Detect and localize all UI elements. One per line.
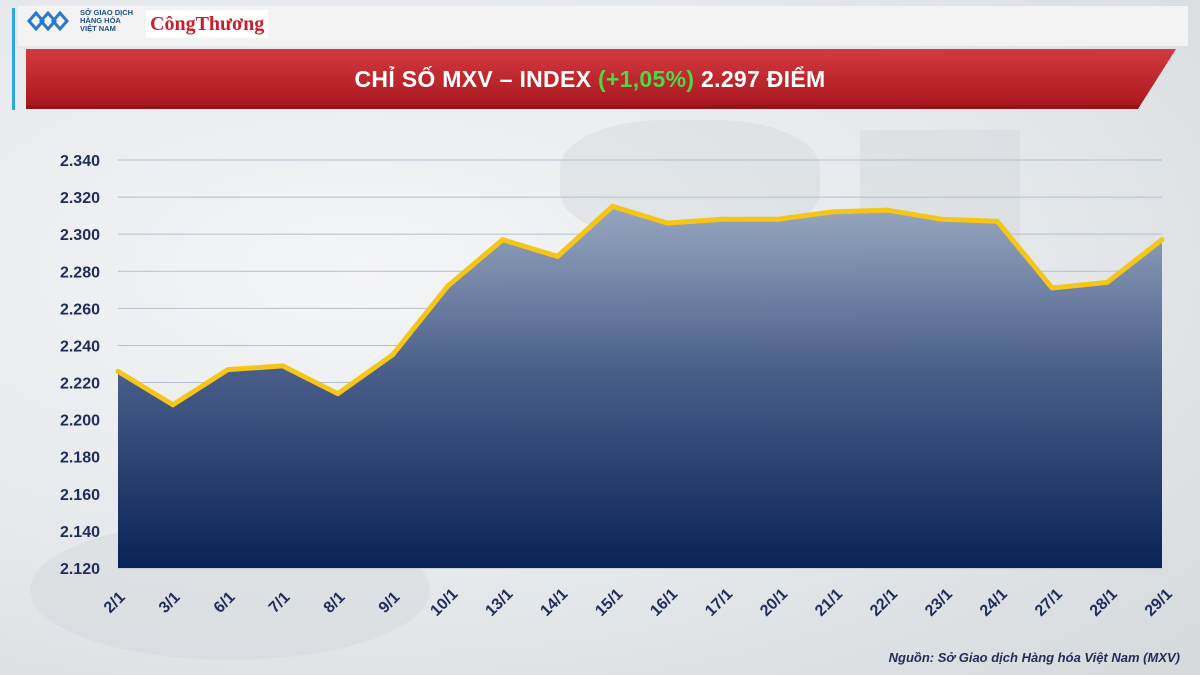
y-tick-label: 2.320: [60, 190, 100, 207]
title-banner: [26, 49, 1176, 109]
y-axis-ticks: 2.340 2.320 2.300 2.280 2.260 2.240 2.220 2.200…: [60, 153, 100, 578]
data-point: [610, 203, 616, 209]
y-tick-label: 2.200: [60, 413, 100, 430]
x-tick-label: 8/1: [321, 589, 349, 617]
data-point: [115, 368, 121, 374]
y-tick-label: 2.300: [60, 227, 100, 244]
data-point: [939, 216, 945, 222]
data-point: [719, 216, 725, 222]
x-tick-label: 29/1: [1142, 586, 1176, 620]
data-point: [994, 218, 1000, 224]
x-axis-ticks: 2/1 3/1 6/1 7/1 8/1 9/1 10/1 13/1 14/1 15/1 16/1 17…: [101, 586, 1176, 620]
x-tick-label: 21/1: [812, 586, 846, 620]
x-tick-label: 20/1: [757, 586, 791, 620]
x-tick-label: 13/1: [482, 586, 516, 620]
data-point: [445, 283, 451, 289]
congthuong-logo: CôngThương: [146, 10, 269, 38]
x-tick-label: 7/1: [266, 589, 294, 617]
data-point: [555, 253, 561, 259]
accent-rule: [12, 8, 15, 110]
area-layer: [118, 206, 1162, 568]
mxv-logo-text: SỞ GIAO DỊCH HÀNG HÓA VIỆT NAM: [80, 9, 133, 33]
point-layer: [115, 203, 1165, 408]
chart-title: CHỈ SỐ MXV – INDEX (+1,05%) 2.297 ĐIỂM: [30, 49, 1150, 109]
x-tick-label: 17/1: [702, 586, 736, 620]
data-point: [774, 216, 780, 222]
x-tick-label: 22/1: [867, 586, 901, 620]
x-tick-label: 10/1: [427, 586, 461, 620]
mxv-logo-line: HÀNG HÓA: [80, 16, 121, 25]
data-point: [500, 237, 506, 243]
series-line: [115, 203, 1165, 408]
y-tick-label: 2.120: [60, 561, 100, 578]
y-tick-label: 2.220: [60, 376, 100, 393]
mxv-logo-line: SỞ GIAO DỊCH: [80, 8, 134, 17]
x-tick-label: 14/1: [537, 586, 571, 620]
y-tick-label: 2.240: [60, 338, 100, 355]
data-point: [225, 367, 231, 373]
x-tick-label: 2/1: [101, 589, 129, 617]
y-tick-label: 2.340: [60, 153, 100, 170]
x-tick-label: 24/1: [977, 586, 1011, 620]
mxv-logo: SỞ GIAO DỊCH HÀNG HÓA VIỆT NAM: [26, 8, 133, 34]
data-point: [884, 207, 890, 213]
y-tick-label: 2.260: [60, 301, 100, 318]
title-main: CHỈ SỐ MXV – INDEX: [354, 66, 592, 92]
x-tick-label: 23/1: [922, 586, 956, 620]
y-tick-label: 2.180: [60, 450, 100, 467]
x-tick-label: 6/1: [211, 589, 239, 617]
x-tick-label: 9/1: [376, 589, 404, 617]
data-point: [280, 363, 286, 369]
y-tick-label: 2.160: [60, 487, 100, 504]
source-note: Nguồn: Sở Giao dịch Hàng hóa Việt Nam (M…: [888, 650, 1180, 665]
y-tick-label: 2.140: [60, 524, 100, 541]
data-point: [170, 402, 176, 408]
x-tick-label: 3/1: [156, 589, 184, 617]
data-point: [664, 220, 670, 226]
x-tick-label: 27/1: [1032, 586, 1066, 620]
data-point: [390, 352, 396, 358]
data-point: [1104, 279, 1110, 285]
data-point: [829, 209, 835, 215]
data-point: [1049, 285, 1055, 291]
title-value: 2.297 ĐIỂM: [701, 66, 826, 92]
data-point: [335, 391, 341, 397]
title-change: (+1,05%): [597, 66, 695, 92]
x-tick-label: 16/1: [647, 586, 681, 620]
mxv-logo-icon: [27, 10, 69, 32]
line-layer: [115, 203, 1165, 408]
area-fill: [118, 206, 1162, 568]
x-tick-label: 28/1: [1087, 586, 1121, 620]
data-point: [1159, 237, 1165, 243]
y-tick-label: 2.280: [60, 264, 100, 281]
x-tick-label: 15/1: [592, 586, 626, 620]
mxv-logo-line: VIỆT NAM: [80, 24, 116, 33]
